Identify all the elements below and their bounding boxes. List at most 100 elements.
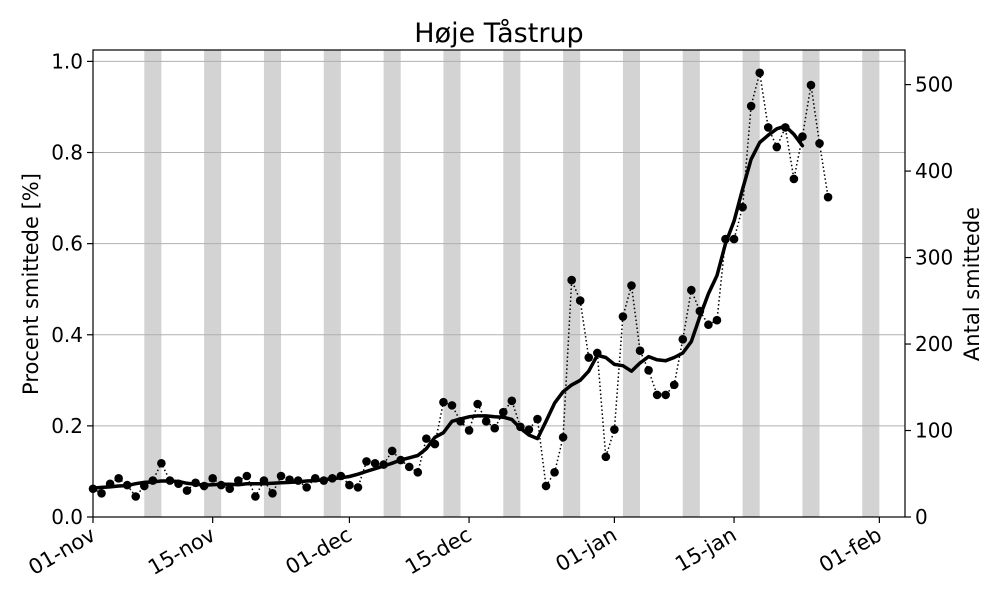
data-point: [268, 489, 277, 498]
data-point: [541, 481, 551, 491]
series-raw-line: [92, 72, 829, 499]
data-point: [242, 471, 252, 481]
y-right-tick-label: 200: [915, 332, 953, 356]
data-point: [464, 426, 474, 435]
y-axis-left: 0.0 0.2 0.4 0.6 0.8 1.0: [51, 49, 93, 529]
weekend-band: [682, 50, 700, 517]
y-right-tick-label: 300: [915, 246, 953, 270]
data-point: [746, 101, 756, 111]
data-point: [823, 192, 833, 202]
data-point: [157, 458, 166, 468]
data-point: [276, 471, 286, 481]
data-point: [225, 484, 235, 494]
x-tick-label: 01-dec: [281, 523, 355, 580]
x-tick-label: 15-nov: [144, 523, 219, 580]
weekend-band: [263, 50, 282, 517]
y-axis-label-left: Procent smittede [%]: [19, 173, 43, 395]
data-point: [387, 446, 397, 456]
data-point: [755, 68, 764, 78]
data-point: [610, 425, 619, 434]
data-point: [806, 80, 816, 90]
data-point: [251, 492, 260, 501]
data-point: [567, 275, 576, 285]
data-point: [729, 234, 739, 244]
data-point: [712, 315, 722, 325]
data-point: [635, 346, 645, 356]
data-point: [507, 396, 517, 406]
plot-frame: [92, 49, 906, 518]
y-tick-label: 0.6: [51, 232, 83, 256]
y-right-tick-label: 400: [915, 159, 953, 183]
weekend-band: [323, 50, 341, 517]
weekend-band: [742, 50, 760, 517]
data-point: [644, 365, 653, 375]
data-point: [114, 473, 123, 483]
y-right-tick-label: 500: [915, 73, 953, 97]
weekend-band: [503, 50, 521, 517]
data-point: [447, 401, 457, 410]
x-tick-label: 15-dec: [401, 523, 475, 580]
data-point: [678, 335, 688, 344]
weekend-band: [443, 50, 461, 517]
chart-title: Høje Tåstrup: [414, 18, 583, 49]
data-point: [473, 399, 482, 409]
data-point: [490, 423, 500, 433]
y-axis-right: 0 100 200 300 400 500: [905, 73, 953, 529]
data-point: [131, 492, 141, 501]
series-raw-daily: [88, 68, 833, 501]
data-point: [601, 452, 611, 462]
data-point: [789, 174, 799, 184]
data-point: [345, 480, 354, 490]
data-point: [575, 296, 585, 305]
data-point: [422, 434, 431, 443]
data-point: [404, 462, 414, 472]
weekend-band: [144, 50, 162, 517]
data-point: [439, 397, 448, 407]
data-point: [353, 483, 363, 492]
x-tick-label: 15-jan: [671, 523, 740, 577]
weekend-band: [383, 50, 401, 517]
data-point: [704, 320, 713, 330]
y-right-tick-label: 100: [915, 419, 953, 443]
series-rolling-average: [91, 124, 805, 491]
data-point: [627, 281, 636, 290]
data-point: [550, 468, 559, 477]
data-point: [302, 483, 311, 492]
y-tick-label: 0.2: [51, 414, 83, 438]
data-point: [738, 202, 747, 212]
y-tick-label: 0.4: [51, 323, 83, 347]
data-point: [763, 123, 773, 132]
data-point: [498, 407, 508, 417]
weekend-band: [802, 50, 820, 517]
x-tick-label: 01-feb: [815, 523, 886, 578]
data-point: [661, 390, 670, 400]
y-right-tick-label: 0: [915, 505, 928, 529]
y-axis-label-right: Antal smittede: [960, 207, 984, 361]
x-axis: 01-nov 15-nov 01-dec 15-dec 01-jan 15-jan 01-f…: [24, 517, 886, 580]
y-tick-label: 1.0: [51, 49, 83, 73]
y-tick-label: 0.0: [51, 505, 83, 529]
data-point: [772, 142, 782, 152]
weekend-band: [862, 50, 880, 517]
data-point: [798, 132, 807, 141]
data-point: [558, 432, 568, 442]
data-point: [687, 285, 696, 295]
data-point: [815, 139, 824, 148]
weekend-band: [204, 50, 222, 517]
data-point: [618, 312, 628, 321]
data-point: [208, 473, 217, 483]
data-point: [362, 457, 371, 466]
weekend-bands: [144, 50, 880, 517]
data-point: [652, 390, 662, 400]
series-average-line: [91, 124, 805, 491]
data-point: [669, 380, 679, 390]
x-tick-label: 01-jan: [551, 523, 620, 577]
data-point: [97, 489, 106, 498]
x-tick-label: 01-nov: [24, 523, 99, 580]
data-point: [182, 486, 192, 495]
data-point: [533, 414, 542, 424]
data-point: [370, 458, 380, 468]
y-tick-label: 0.8: [51, 141, 83, 165]
data-point: [584, 353, 594, 362]
